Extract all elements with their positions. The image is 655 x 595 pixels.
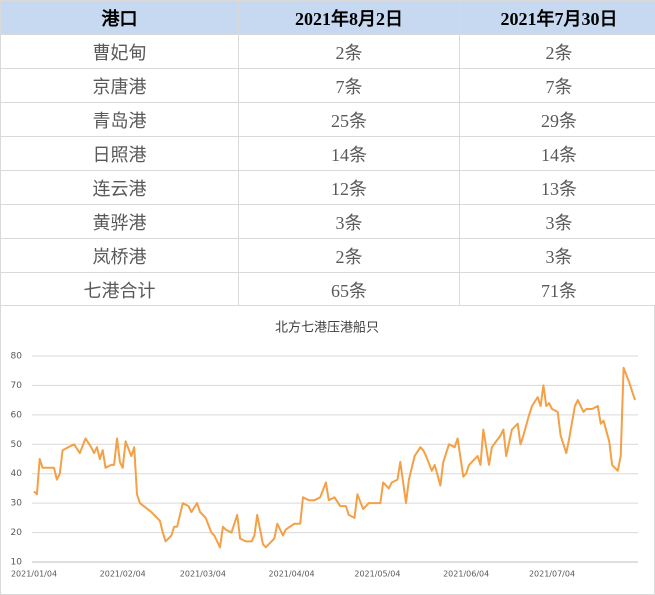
chart-title: 北方七港压港船只	[275, 320, 379, 336]
table-cell: 3条	[459, 238, 655, 273]
table-row: 京唐港 7条 7条	[0, 68, 655, 103]
table-cell: 65条	[238, 272, 460, 307]
table-cell: 日照港	[0, 136, 239, 171]
table-cell: 岚桥港	[0, 238, 239, 273]
table-cell: 12条	[238, 170, 460, 205]
y-tick-label: 80	[11, 352, 23, 362]
table-cell: 25条	[238, 102, 460, 137]
table-cell: 7条	[459, 68, 655, 103]
header-cell: 2021年7月30日	[459, 0, 655, 35]
table-cell: 7条	[238, 68, 460, 103]
table-cell: 黄骅港	[0, 204, 239, 239]
chart-frame	[0, 305, 655, 595]
y-tick-label: 10	[11, 558, 23, 568]
table-cell: 七港合计	[0, 272, 239, 307]
x-tick-label: 2021/01/04	[11, 570, 57, 579]
table-row: 青岛港 25条 29条	[0, 102, 655, 137]
table-cell: 14条	[459, 136, 655, 171]
table-row: 曹妃甸 2条 2条	[0, 34, 655, 69]
table-row: 日照港 14条 14条	[0, 136, 655, 171]
y-tick-label: 30	[11, 499, 23, 509]
x-tick-label: 2021/07/04	[529, 570, 575, 579]
table-row: 七港合计 65条 71条	[0, 272, 655, 307]
x-tick-label: 2021/05/04	[354, 570, 400, 579]
y-tick-label: 40	[11, 469, 23, 479]
table-cell: 连云港	[0, 170, 239, 205]
table-cell: 71条	[459, 272, 655, 307]
x-tick-label: 2021/02/04	[100, 570, 146, 579]
header-cell: 2021年8月2日	[238, 0, 460, 35]
y-tick-label: 60	[11, 410, 23, 420]
line-series	[33, 366, 636, 549]
table-cell: 14条	[238, 136, 460, 171]
table-cell: 3条	[459, 204, 655, 239]
table-cell: 13条	[459, 170, 655, 205]
table-cell: 3条	[238, 204, 460, 239]
table-row: 黄骅港 3条 3条	[0, 204, 655, 239]
y-tick-label: 20	[11, 528, 23, 538]
x-tick-label: 2021/03/04	[180, 570, 226, 579]
table-row: 岚桥港 2条 3条	[0, 238, 655, 273]
x-tick-label: 2021/04/04	[269, 570, 315, 579]
port-table: 港口 2021年8月2日 2021年7月30日 曹妃甸 2条 2条 京唐港 7条 7条 青岛港 25…	[0, 0, 655, 307]
table-cell: 29条	[459, 102, 655, 137]
table-cell: 青岛港	[0, 102, 239, 137]
table-cell: 京唐港	[0, 68, 239, 103]
table-cell: 曹妃甸	[0, 34, 239, 69]
table-row: 连云港 12条 13条	[0, 170, 655, 205]
header-cell: 港口	[0, 0, 239, 35]
y-tick-label: 70	[11, 381, 23, 391]
chart: 北方七港压港船只 10 20 30 40 50 60 70 80 2021/01/04 2021/…	[0, 305, 655, 595]
table-cell: 2条	[238, 238, 460, 273]
header-row: 港口 2021年8月2日 2021年7月30日	[0, 0, 655, 35]
y-tick-label: 50	[11, 440, 23, 450]
table-cell: 2条	[238, 34, 460, 69]
x-tick-label: 2021/06/04	[443, 570, 489, 579]
table-cell: 2条	[459, 34, 655, 69]
